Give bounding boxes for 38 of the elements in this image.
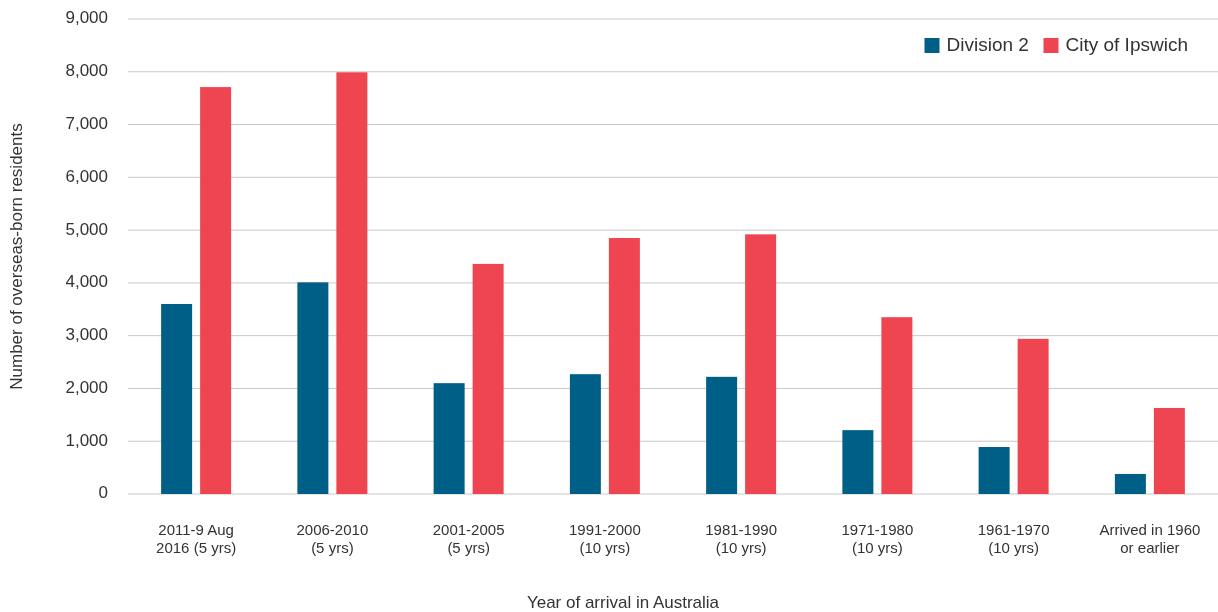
- bar: [842, 430, 874, 494]
- y-tick-label: 1,000: [65, 430, 108, 450]
- x-tick-label: 2011-9 Aug 2016 (5 yrs): [156, 521, 237, 556]
- bar: [706, 376, 738, 494]
- bar: [200, 87, 232, 494]
- y-axis-title: Number of overseas-born residents: [7, 123, 26, 390]
- bar: [745, 234, 777, 494]
- bar: [608, 238, 640, 494]
- x-tick-label: Arrived in 1960 or earlier: [1099, 521, 1201, 556]
- x-tick-label: 1971-1980 (10 yrs): [841, 521, 914, 556]
- bar: [1153, 407, 1185, 494]
- bar: [1017, 338, 1049, 494]
- y-tick-label: 0: [98, 483, 108, 503]
- x-tick-label: 1981-1990 (10 yrs): [705, 521, 777, 556]
- x-tick-label: 2006-2010 (5 yrs): [296, 521, 369, 556]
- y-tick-label: 6,000: [65, 166, 108, 186]
- x-tick-label: 2001-2005 (5 yrs): [432, 521, 505, 556]
- y-tick-label: 5,000: [65, 219, 108, 239]
- y-tick-label: 4,000: [65, 272, 108, 292]
- y-tick-label: 2,000: [65, 377, 108, 397]
- x-tick-label: 1961-1970 (10 yrs): [977, 521, 1050, 556]
- bar: [433, 383, 465, 494]
- bar: [472, 263, 504, 494]
- y-tick-label: 9,000: [65, 8, 108, 28]
- y-tick-label: 8,000: [65, 61, 108, 81]
- x-axis-title: Year of arrival in Australia: [526, 593, 720, 612]
- y-tick-label: 7,000: [65, 114, 108, 134]
- legend-label: Division 2: [946, 34, 1029, 56]
- bar: [161, 304, 193, 494]
- x-tick-label: 1991-2000 (10 yrs): [569, 521, 641, 556]
- bar: [297, 282, 329, 494]
- bar: [569, 374, 601, 494]
- bar: [336, 72, 368, 494]
- legend-label: City of Ipswich: [1065, 34, 1188, 56]
- y-tick-label: 3,000: [65, 325, 108, 345]
- bar: [1114, 473, 1146, 494]
- bar: [978, 447, 1010, 494]
- bar: [881, 317, 913, 494]
